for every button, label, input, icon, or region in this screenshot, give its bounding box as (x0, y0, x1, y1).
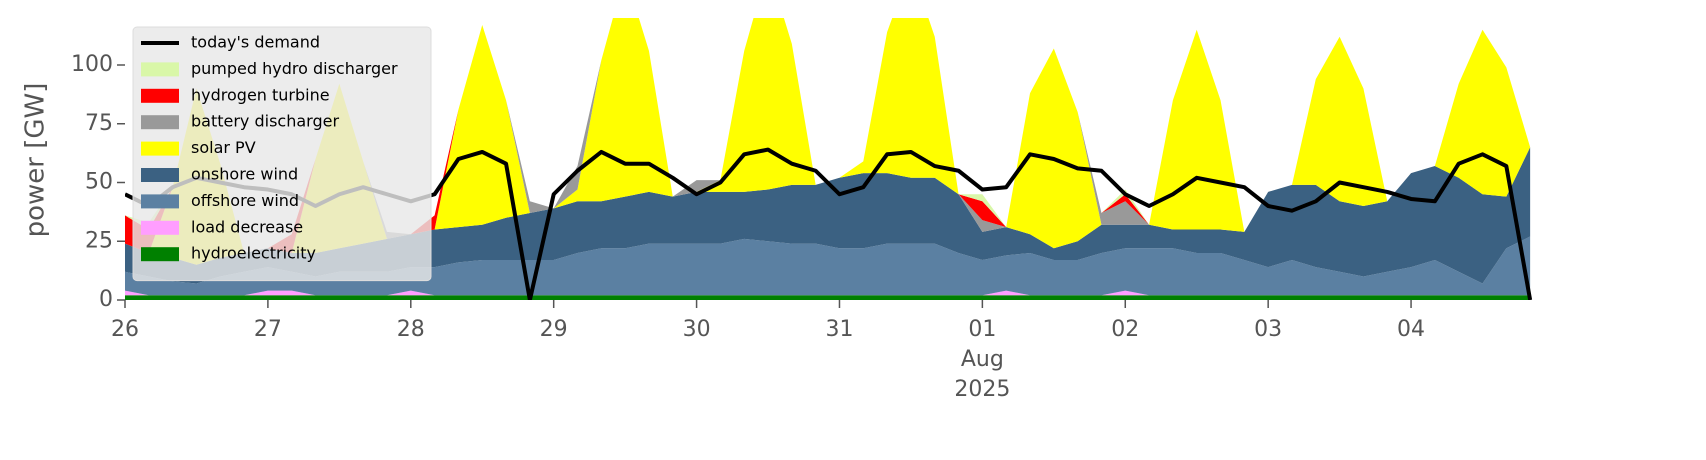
x-tick-label: 04 (1397, 317, 1425, 342)
y-tick-label: 75 (85, 111, 113, 136)
area (125, 18, 1531, 265)
x-tick-sublabel: 2025 (954, 377, 1010, 402)
legend-label: battery discharger (191, 112, 339, 131)
x-tick-label: 03 (1254, 317, 1282, 342)
plot-area (125, 18, 1533, 300)
area (125, 295, 1531, 300)
x-tick-label: 02 (1111, 317, 1139, 342)
legend-swatch (141, 88, 179, 103)
x-tick-label: 01 (968, 317, 996, 342)
area (125, 147, 1531, 284)
legend-swatch (141, 247, 179, 262)
legend-swatch (141, 62, 179, 77)
area (125, 236, 1531, 296)
legend-swatch (141, 141, 179, 156)
x-tick-label: 31 (825, 317, 853, 342)
x-tick-label: 28 (397, 317, 425, 342)
legend-label: load decrease (191, 217, 303, 236)
legend-swatch (141, 194, 179, 209)
x-tick-label: 27 (254, 317, 282, 342)
legend-label: hydrogen turbine (191, 85, 330, 104)
legend-swatch (141, 220, 179, 235)
y-tick-label: 25 (85, 228, 113, 253)
legend-label: pumped hydro discharger (191, 59, 398, 78)
legend-swatch (141, 115, 179, 130)
legend-label: solar PV (191, 138, 256, 157)
legend-swatch (141, 168, 179, 182)
area (125, 290, 1531, 296)
y-tick-label: 0 (99, 287, 113, 312)
y-tick-label: 100 (71, 52, 113, 77)
x-tick-sublabel: Aug (961, 347, 1004, 372)
x-tick-label: 29 (540, 317, 568, 342)
y-axis-label: power [GW] (21, 83, 51, 238)
legend-box (132, 26, 432, 282)
legend-label: offshore wind (191, 191, 299, 210)
legend-label: hydroelectricity (191, 244, 316, 263)
y-tick-label: 50 (85, 170, 113, 195)
x-tick-label: 26 (111, 317, 139, 342)
legend-label: onshore wind (191, 165, 298, 184)
legend-label: today's demand (191, 33, 320, 52)
x-tick-label: 30 (683, 317, 711, 342)
